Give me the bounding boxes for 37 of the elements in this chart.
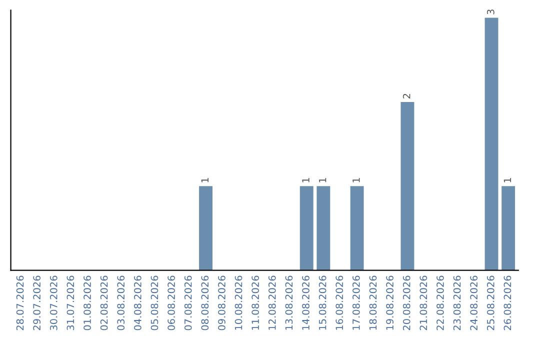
x-tick-label: 02.08.2026 <box>100 276 108 330</box>
x-tick-label: 12.08.2026 <box>268 276 276 330</box>
x-tick-label: 19.08.2026 <box>386 276 394 330</box>
x-tick-label: 01.08.2026 <box>84 276 91 330</box>
x-tick-label: 23.08.2026 <box>453 276 461 330</box>
x-tick-label: 24.08.2026 <box>470 276 478 330</box>
x-tick-label: 31.07.2026 <box>66 276 74 330</box>
x-tick-label: 30.07.2026 <box>50 276 58 330</box>
x-tick-label: 03.08.2026 <box>117 276 125 330</box>
x-tick-label: 21.08.2026 <box>420 276 428 330</box>
x-tick-label: 04.08.2026 <box>134 276 142 330</box>
x-tick-label: 08.08.2026 <box>201 276 209 330</box>
data-label: 1 <box>201 178 208 182</box>
x-tick-label: 25.08.2026 <box>486 276 494 330</box>
x-tick-label: 15.08.2026 <box>318 276 326 330</box>
x-tick-label: 06.08.2026 <box>168 276 175 330</box>
x-tick-label: 26.08.2026 <box>504 276 512 330</box>
x-tick-label: 10.08.2026 <box>234 276 242 330</box>
x-tick-label: 05.08.2026 <box>150 276 158 330</box>
data-label: 1 <box>352 178 360 182</box>
x-tick-label: 22.08.2026 <box>436 276 444 330</box>
x-tick-label: 29.07.2026 <box>33 276 41 330</box>
x-tick-label: 28.07.2026 <box>16 276 24 330</box>
data-label: 2 <box>402 94 410 98</box>
data-label: 1 <box>504 178 511 182</box>
x-tick-label: 07.08.2026 <box>184 276 192 330</box>
x-tick-label: 17.08.2026 <box>352 276 360 330</box>
x-tick-label: 16.08.2026 <box>336 276 344 330</box>
data-label: 1 <box>302 178 310 182</box>
data-label: 1 <box>319 178 326 182</box>
x-tick-label: 20.08.2026 <box>402 276 410 330</box>
x-tick-label: 11.08.2026 <box>252 276 260 330</box>
data-label: 3 <box>486 10 494 14</box>
x-tick-label: 09.08.2026 <box>218 276 226 330</box>
x-tick-label: 13.08.2026 <box>285 276 293 330</box>
x-tick-label: 18.08.2026 <box>369 276 377 330</box>
x-tick-label: 14.08.2026 <box>302 276 310 330</box>
